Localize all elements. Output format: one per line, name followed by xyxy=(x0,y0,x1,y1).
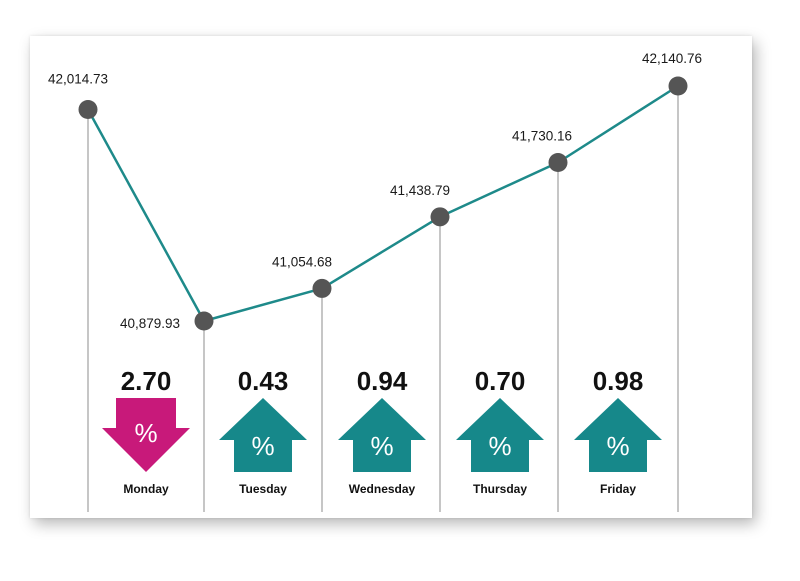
percent-change-label: 2.70 xyxy=(121,366,172,396)
percent-sign: % xyxy=(488,431,511,461)
up-arrow-icon xyxy=(456,398,544,472)
percent-change-label: 0.98 xyxy=(593,366,644,396)
up-arrow-icon xyxy=(219,398,307,472)
down-arrow-icon xyxy=(102,398,190,472)
percent-sign: % xyxy=(606,431,629,461)
data-point xyxy=(194,311,214,331)
value-label: 41,438.79 xyxy=(390,183,450,198)
data-point xyxy=(78,99,98,119)
day-label: Monday xyxy=(123,482,169,496)
percent-sign: % xyxy=(134,418,157,448)
day-label: Wednesday xyxy=(349,482,416,496)
day-label: Thursday xyxy=(473,482,527,496)
percent-change-label: 0.70 xyxy=(475,366,526,396)
percent-change-label: 0.43 xyxy=(238,366,289,396)
day-label: Friday xyxy=(600,482,636,496)
value-label: 40,879.93 xyxy=(120,316,180,331)
value-label: 41,730.16 xyxy=(512,129,572,144)
up-arrow-icon xyxy=(338,398,426,472)
value-label: 42,014.73 xyxy=(48,71,108,86)
day-label: Tuesday xyxy=(239,482,287,496)
percent-sign: % xyxy=(370,431,393,461)
up-arrow-icon xyxy=(574,398,662,472)
data-point xyxy=(668,76,688,96)
value-label: 42,140.76 xyxy=(642,51,702,66)
index-line xyxy=(86,84,679,323)
percent-sign: % xyxy=(251,431,274,461)
data-point xyxy=(548,153,568,173)
percent-change-label: 0.94 xyxy=(357,366,408,396)
data-point xyxy=(430,207,450,227)
data-point xyxy=(312,278,332,298)
value-label: 41,054.68 xyxy=(272,254,332,269)
